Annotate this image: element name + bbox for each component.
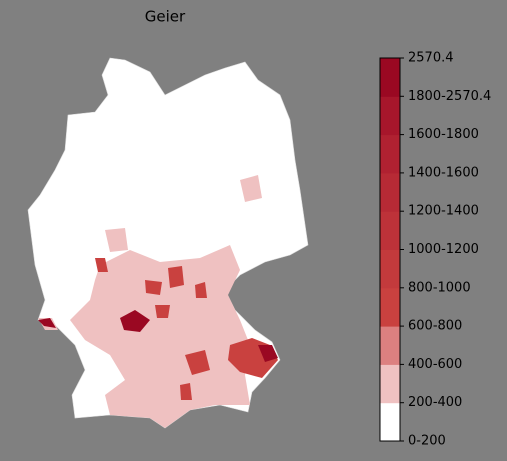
- dark-regions: [38, 310, 278, 362]
- colorbar-segment: [380, 211, 400, 250]
- colorbar: 0-200 200-400 400-600 600-800 800-1000 1000-1…: [379, 51, 491, 449]
- colorbar-tick-label: 1000-1200: [408, 242, 479, 257]
- region: [180, 383, 192, 400]
- colorbar-tick-label: 1400-1600: [408, 165, 479, 180]
- region: [195, 282, 207, 298]
- region: [240, 175, 262, 202]
- region: [120, 310, 150, 332]
- colorbar-tick-label: 0-200: [408, 434, 446, 449]
- colorbar-tick-label: 1800-2570.4: [408, 89, 491, 104]
- region: [168, 266, 184, 288]
- colorbar-tick-label: 1200-1400: [408, 204, 479, 219]
- colorbar-tick-label: 1600-1800: [408, 127, 479, 142]
- colorbar-tick-label: 400-600: [408, 357, 462, 372]
- colorbar-segment: [380, 134, 400, 174]
- region: [258, 345, 278, 362]
- region: [105, 228, 128, 252]
- colorbar-tick-label: 2570.4: [408, 51, 454, 66]
- colorbar-segment: [380, 287, 400, 327]
- colorbar-segment: [380, 172, 400, 212]
- colorbar-tick-label: 200-400: [408, 395, 462, 410]
- colorbar-tick-label: 800-1000: [408, 280, 471, 295]
- region: [38, 318, 56, 328]
- region: [95, 258, 108, 272]
- region: [145, 280, 162, 295]
- colorbar-segment: [380, 249, 400, 289]
- colorbar-tick-label: 600-800: [408, 319, 462, 334]
- colorbar-segment: [380, 326, 400, 365]
- map-title: Geier: [145, 8, 186, 26]
- germany-map: [27, 57, 309, 429]
- colorbar-segment: [380, 96, 400, 136]
- region: [155, 305, 170, 318]
- colorbar-segment: [380, 364, 400, 404]
- colorbar-segment: [380, 402, 400, 442]
- region: [185, 350, 210, 375]
- colorbar-segment: [380, 58, 400, 97]
